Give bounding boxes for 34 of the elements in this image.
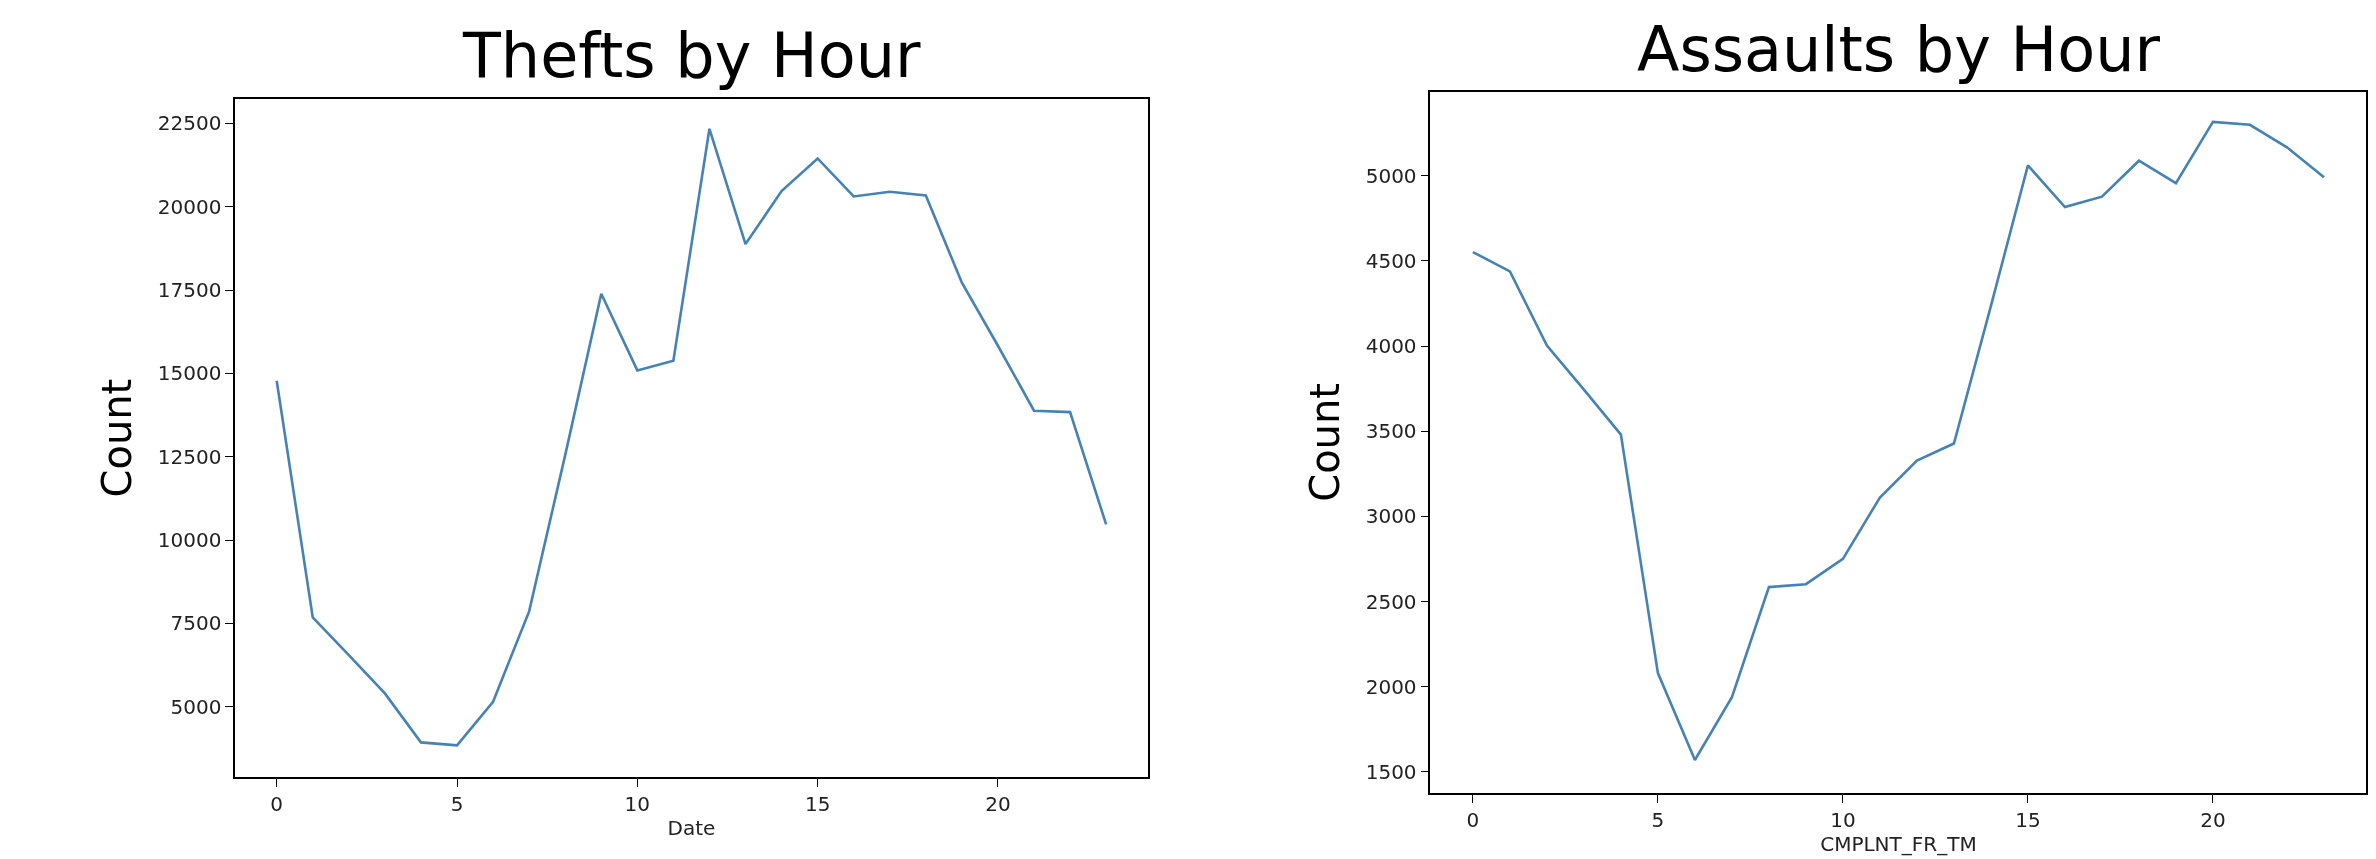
y-tick-label: 22500 — [157, 111, 222, 136]
x-axis-title: Date — [667, 816, 716, 841]
x-tick-label: 10 — [624, 792, 651, 817]
x-axis-title: CMPLNT_FR_TM — [1820, 831, 1977, 856]
y-tick-label: 10000 — [157, 528, 222, 553]
y-tick-label: 1500 — [1365, 759, 1417, 784]
y-tick-label: 5000 — [170, 694, 222, 719]
x-tick-label: 20 — [2200, 807, 2226, 832]
x-tick-label: 0 — [1466, 807, 1480, 832]
y-tick-label: 20000 — [157, 194, 222, 219]
y-tick-label: 2000 — [1365, 674, 1417, 699]
y-axis-title: Count — [1301, 382, 1348, 502]
line-series — [275, 127, 1108, 747]
x-tick-label: 10 — [1830, 807, 1856, 832]
y-axis-title: Count — [93, 378, 140, 498]
y-tick-label: 15000 — [157, 361, 222, 386]
x-tick-label: 20 — [985, 792, 1011, 817]
chart-title: Assaults by Hour — [1637, 13, 2161, 86]
x-tick-label: 5 — [450, 792, 464, 817]
y-tick-label: 5000 — [1365, 163, 1417, 188]
x-tick-label: 15 — [2015, 807, 2041, 832]
x-tick-label: 15 — [804, 792, 831, 817]
y-tick-label: 7500 — [170, 611, 222, 636]
y-tick-label: 3000 — [1365, 504, 1417, 529]
x-tick-label: 5 — [1651, 807, 1665, 832]
y-tick-label: 12500 — [157, 444, 222, 469]
line-series — [1471, 120, 2326, 762]
y-tick-label: 2500 — [1365, 589, 1417, 614]
chart-title: Thefts by Hour — [462, 19, 921, 92]
y-tick-label: 17500 — [157, 278, 222, 303]
y-tick-label: 3500 — [1365, 419, 1417, 444]
y-tick-label: 4500 — [1365, 248, 1417, 273]
x-tick-label: 0 — [270, 792, 284, 817]
y-tick-label: 4000 — [1365, 334, 1417, 359]
